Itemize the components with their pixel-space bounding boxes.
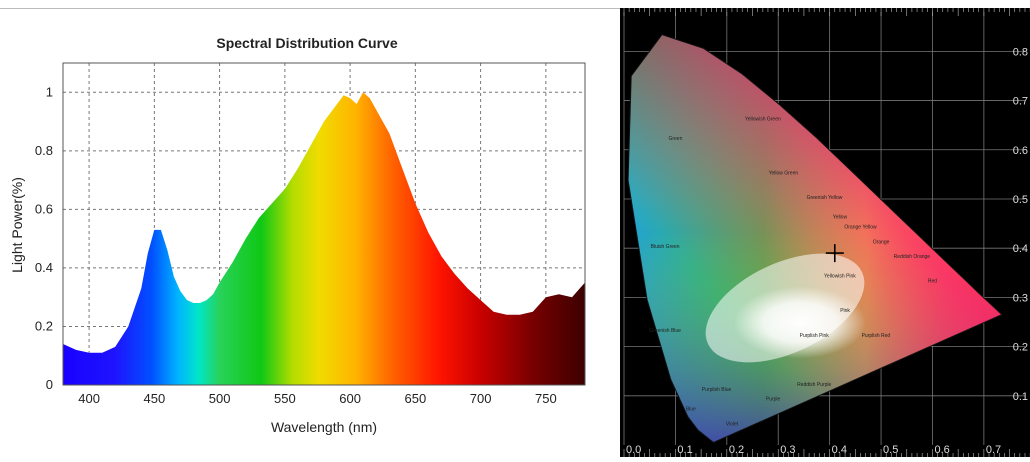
x-tick-label: 400 — [78, 391, 100, 406]
cie-region-label: Pink — [840, 308, 850, 314]
cie-region-label: Reddish Purple — [797, 382, 831, 388]
cie-chart-panel: Green Yellowish Green Yellow Green Greenish… — [620, 0, 1030, 457]
plot-frame — [62, 62, 586, 386]
y-axis-label: Light Power(%) — [9, 177, 25, 273]
top-border — [0, 8, 620, 9]
cie-x-tick-labels: 0.0 0.1 0.2 0.3 0.4 0.5 0.6 0.7 — [626, 444, 1001, 456]
cie-x-tick-label: 0.5 — [883, 444, 898, 456]
cie-region-label: Bluish Green — [651, 244, 680, 250]
cie-y-tick-label: 0.4 — [1013, 243, 1028, 255]
cie-region-label: Greenish Yellow — [807, 195, 843, 201]
x-tick-label: 500 — [209, 391, 231, 406]
cie-region-label: Yellowish Green — [745, 116, 781, 122]
spectrum-area — [63, 92, 585, 386]
y-tick-label: 0.2 — [35, 318, 53, 333]
y-tick-labels: 0 0.2 0.4 0.6 0.8 1 — [35, 84, 53, 392]
cie-y-tick-label: 0.1 — [1013, 391, 1028, 403]
x-tick-label: 450 — [143, 391, 165, 406]
cie-region-label: Violet — [726, 421, 739, 427]
cie-region-label: Yellow — [833, 215, 848, 221]
cie-region-label: Green — [668, 136, 682, 142]
cie-region-label: Reddish Orange — [894, 254, 931, 260]
cie-region-label: Orange — [873, 239, 890, 245]
cie-x-tick-label: 0.4 — [832, 444, 847, 456]
cie-x-tick-label: 0.1 — [677, 444, 692, 456]
cie-region-label: Purplish Red — [862, 333, 891, 339]
y-tick-label: 1 — [46, 84, 53, 99]
cie-region-label: Red — [928, 279, 937, 285]
y-tick-label: 0.8 — [35, 143, 53, 158]
chromaticity-marker — [825, 244, 844, 263]
x-tick-label: 600 — [339, 391, 361, 406]
cie-y-tick-label: 0.5 — [1013, 194, 1028, 206]
cie-y-tick-label: 0.3 — [1013, 292, 1028, 304]
cie-y-tick-label: 0.7 — [1013, 96, 1028, 108]
cie-region-label: Purple — [766, 397, 781, 403]
x-tick-label: 650 — [404, 391, 426, 406]
cie-x-tick-label: 0.2 — [729, 444, 744, 456]
cie-region-label: Purplish Pink — [800, 333, 830, 339]
x-tick-label: 750 — [535, 391, 557, 406]
y-tick-label: 0 — [46, 377, 53, 392]
x-axis-label: Wavelength (nm) — [271, 419, 377, 435]
spectral-chart-panel: Spectral Distribution Curve 400 450 500 550… — [9, 35, 586, 435]
y-tick-label: 0.6 — [35, 201, 53, 216]
x-tick-labels: 400 450 500 550 600 650 700 750 — [78, 391, 556, 406]
spectral-chart: Spectral Distribution Curve 400 450 500 550… — [9, 35, 586, 435]
x-tick-label: 700 — [470, 391, 492, 406]
cie-region-labels: Green Yellowish Green Yellow Green Greenish… — [649, 116, 937, 427]
cie-x-tick-label: 0.0 — [626, 444, 641, 456]
cie-region-label: Blue — [686, 407, 696, 413]
cie-region-label: Greenish Blue — [649, 328, 681, 334]
cie-region-label: Purplish Blue — [702, 387, 732, 393]
cie-y-tick-label: 0.2 — [1013, 342, 1028, 354]
cie-y-tick-labels: 0.9 0.8 0.7 0.6 0.5 0.4 0.3 0.2 0.1 — [1013, 0, 1028, 403]
cie-region-label: Orange Yellow — [844, 225, 877, 231]
cie-x-tick-label: 0.7 — [986, 444, 1001, 456]
x-tick-label: 550 — [274, 391, 296, 406]
cie-y-tick-label: 0.8 — [1013, 46, 1028, 58]
cie-y-tick-label: 0.6 — [1013, 145, 1028, 157]
y-tick-label: 0.4 — [35, 260, 53, 275]
chart-title: Spectral Distribution Curve — [216, 35, 397, 51]
cie-x-tick-label: 0.6 — [934, 444, 949, 456]
cie-region-label: Yellow Green — [769, 170, 799, 176]
cie-x-tick-label: 0.3 — [780, 444, 795, 456]
cie-chromaticity-diagram: Green Yellowish Green Yellow Green Greenish… — [620, 0, 1030, 457]
spectral-locus — [627, 34, 1003, 444]
cie-y-tick-label: 0.9 — [1013, 8, 1028, 9]
cie-region-label: Yellowish Pink — [824, 274, 856, 280]
